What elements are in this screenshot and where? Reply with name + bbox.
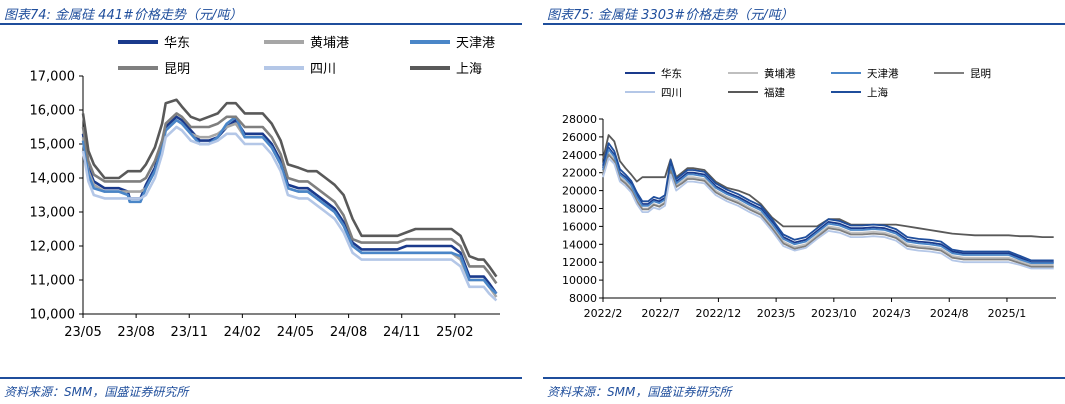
legend-label: 华东 [164, 36, 190, 51]
y-tick-label: 8000 [569, 292, 597, 305]
series-line [602, 153, 1054, 268]
legend-label: 昆明 [970, 68, 991, 80]
price-chart-3303: 8000 10000 12000 14000 16000 18000 20000 22000 2… [562, 67, 1056, 320]
x-tick-label: 2024/8 [930, 307, 969, 320]
y-tick-label: 15,000 [30, 138, 76, 153]
x-tick-label: 2022/7 [641, 307, 680, 320]
x-tick-label: 2023/10 [811, 307, 857, 320]
x-tick-label: 23/08 [117, 325, 154, 340]
y-tick-label: 16000 [562, 220, 597, 233]
price-chart-441: 10,000 11,000 12,000 13,000 14,000 15,000 16,0… [30, 36, 500, 340]
chart-title: 图表75: 金属硅 3303#价格走势（元/吨） [547, 8, 794, 23]
x-tick-label: 2022/2 [584, 307, 623, 320]
series-line [81, 112, 498, 285]
y-tick-label: 12000 [562, 256, 597, 269]
y-tick-label: 26000 [562, 131, 597, 144]
x-tick-label: 2023/5 [757, 307, 796, 320]
y-tick-label: 17,000 [30, 70, 76, 85]
y-tick-label: 10000 [562, 274, 597, 287]
y-tick-label: 24000 [562, 149, 597, 162]
legend-label: 上海 [867, 86, 888, 99]
x-tick-label: 2024/3 [872, 307, 911, 320]
source-divider [0, 377, 522, 379]
y-tick-label: 20000 [562, 185, 597, 198]
chart-source: 资料来源：SMM，国盛证券研究所 [4, 385, 189, 399]
chart-panel-441: 图表74: 金属硅 441#价格走势（元/吨） 10,000 11,000 12,0… [0, 0, 522, 404]
y-tick-label: 14000 [562, 238, 597, 251]
y-tick-label: 22000 [562, 167, 597, 180]
legend-label: 昆明 [164, 62, 190, 77]
chart-source: 资料来源：SMM，国盛证券研究所 [547, 385, 732, 399]
x-tick-label: 24/02 [224, 325, 261, 340]
x-tick-label: 2025/1 [988, 307, 1027, 320]
series-line [81, 98, 498, 278]
series-line [81, 115, 498, 295]
legend-label: 天津港 [456, 36, 495, 51]
y-tick-label: 28000 [562, 113, 597, 126]
legend-label: 黄埔港 [310, 36, 349, 51]
y-tick-label: 10,000 [30, 308, 76, 323]
series-line [602, 134, 1054, 239]
title-divider [0, 23, 522, 25]
series-line [81, 115, 498, 295]
x-tick-label: 24/08 [330, 325, 367, 340]
legend-label: 黄埔港 [764, 67, 796, 80]
chart-panel-3303: 图表75: 金属硅 3303#价格走势（元/吨） 8000 10000 12000 1… [543, 0, 1065, 404]
y-tick-label: 14,000 [30, 172, 76, 187]
series-line [81, 118, 498, 298]
x-tick-label: 23/11 [171, 325, 208, 340]
legend-label: 四川 [310, 62, 336, 77]
x-tick-label: 24/11 [383, 325, 420, 340]
legend-label: 华东 [661, 67, 682, 80]
title-divider [543, 23, 1065, 25]
series-line [602, 157, 1054, 270]
y-tick-label: 11,000 [30, 274, 76, 289]
x-tick-label: 2022/12 [696, 307, 742, 320]
legend-label: 福建 [764, 86, 785, 99]
series-line [602, 148, 1054, 265]
y-tick-label: 13,000 [30, 206, 76, 221]
y-tick-label: 12,000 [30, 240, 76, 255]
legend-label: 上海 [456, 62, 482, 77]
source-divider [543, 377, 1065, 379]
x-tick-label: 24/05 [277, 325, 314, 340]
y-tick-label: 18000 [562, 202, 597, 215]
series-line [602, 146, 1054, 264]
legend-label: 四川 [661, 87, 682, 99]
y-tick-label: 16,000 [30, 104, 76, 119]
series-line [602, 142, 1054, 262]
x-tick-label: 23/05 [64, 325, 101, 340]
legend-label: 天津港 [867, 68, 899, 80]
series-line [81, 125, 498, 302]
x-tick-label: 25/02 [436, 325, 473, 340]
chart-title: 图表74: 金属硅 441#价格走势（元/吨） [4, 8, 243, 23]
